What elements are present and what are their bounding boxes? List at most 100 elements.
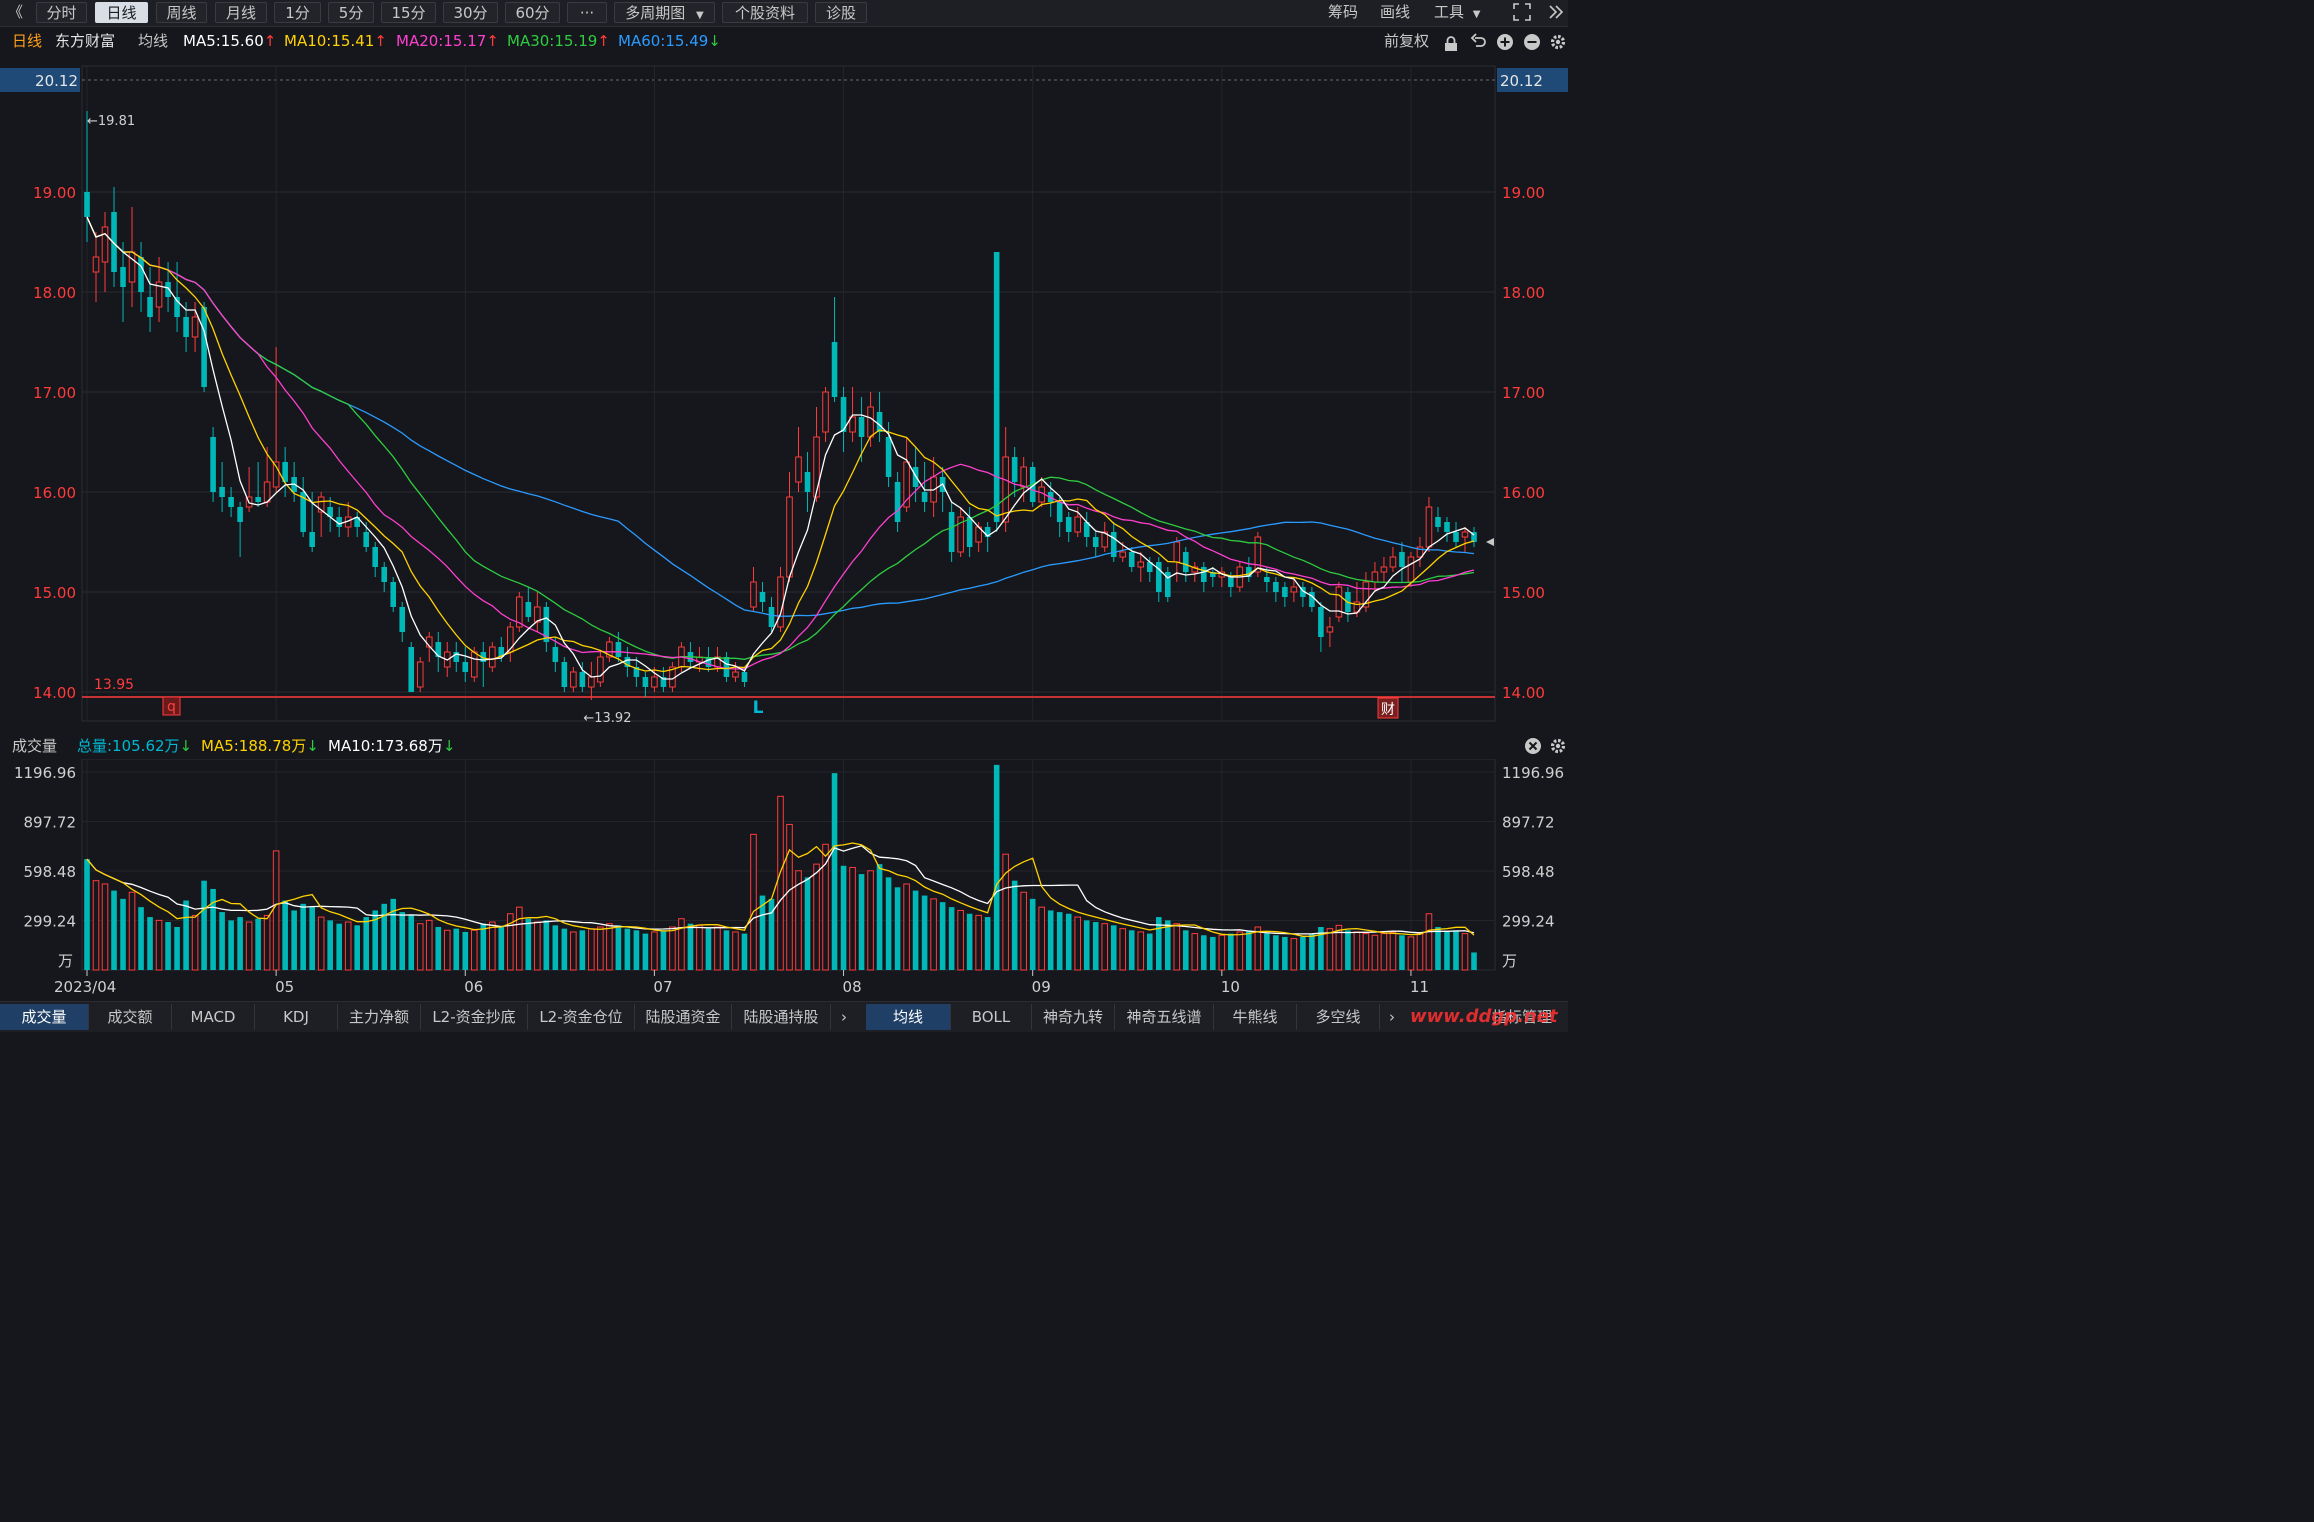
tab-scroll-right-icon[interactable]: ›: [841, 1008, 847, 1026]
volume-bar: [966, 913, 973, 970]
volume-bar: [1173, 923, 1181, 971]
volume-settings-gear-icon[interactable]: [1549, 737, 1567, 763]
period-tab-1min[interactable]: 1分: [274, 2, 321, 23]
ma-indicator-label[interactable]: 均线: [138, 32, 169, 50]
tab-long-short[interactable]: 多空线: [1297, 1004, 1380, 1030]
ma10-value: MA10:15.41↑: [284, 32, 387, 50]
close-icon[interactable]: [1524, 737, 1542, 763]
more-periods-button[interactable]: ···: [567, 2, 607, 23]
volume-bar: [1210, 936, 1216, 970]
settings-gear-icon[interactable]: [1549, 32, 1567, 60]
volume-bar: [228, 920, 234, 970]
tab-kdj[interactable]: KDJ: [255, 1004, 338, 1030]
period-tab-monthly[interactable]: 月线: [215, 2, 267, 23]
tab-l2-position[interactable]: L2-资金仓位: [528, 1004, 635, 1030]
tab-turnover[interactable]: 成交额: [89, 1004, 172, 1030]
tab-hk-connect-holdings[interactable]: 陆股通持股: [732, 1004, 831, 1030]
volume-bar: [480, 923, 487, 970]
lock-icon[interactable]: [1444, 33, 1458, 61]
chips-button[interactable]: 筹码: [1328, 3, 1359, 21]
volume-bar: [1191, 933, 1199, 971]
volume-bar: [1371, 934, 1379, 971]
tab-volume[interactable]: 成交量: [0, 1004, 89, 1030]
arrow-down-icon: ↓: [179, 737, 193, 755]
volume-axis-label-left: 897.72: [24, 814, 77, 832]
volume-bar: [813, 863, 820, 971]
x-axis-label: 07: [653, 978, 672, 996]
candle-body: [1380, 566, 1388, 573]
price-axis-label-right: 16.00: [1502, 484, 1545, 502]
tab-magic-five[interactable]: 神奇五线谱: [1115, 1004, 1214, 1030]
undo-icon[interactable]: [1470, 32, 1488, 60]
volume-bar: [525, 918, 532, 970]
fast-forward-icon[interactable]: [1546, 2, 1566, 23]
candle-body: [363, 532, 369, 547]
period-tab-5min[interactable]: 5分: [328, 2, 374, 23]
volume-bar: [201, 880, 207, 970]
period-tab-daily[interactable]: 日线: [95, 2, 148, 23]
tab-ma[interactable]: 均线: [866, 1004, 951, 1030]
volume-bar: [390, 898, 397, 970]
volume-bar: [984, 917, 991, 970]
volume-bar: [975, 914, 982, 971]
indicator-manage-button[interactable]: 指标管理: [1491, 1008, 1552, 1026]
multi-period-dropdown[interactable]: 多周期图 ▼: [614, 2, 715, 23]
draw-line-button[interactable]: 画线: [1380, 3, 1411, 21]
volume-bar: [470, 929, 478, 971]
tab-boll[interactable]: BOLL: [951, 1004, 1032, 1030]
price-chart[interactable]: 20.12 20.12 19.00 19.00 18.00 18.00 17.00 17.00…: [0, 56, 1568, 730]
support-line-label: 13.95: [94, 677, 134, 693]
volume-bar: [317, 916, 325, 971]
candle-body: [174, 297, 180, 317]
tab-bull-bear[interactable]: 牛熊线: [1214, 1004, 1297, 1030]
adjust-mode[interactable]: 前复权: [1384, 32, 1430, 50]
tab-magic-nine[interactable]: 神奇九转: [1032, 1004, 1115, 1030]
volume-bar: [1101, 923, 1109, 971]
tab-scroll-right-icon-2[interactable]: ›: [1389, 1008, 1395, 1026]
tab-l2-bottom[interactable]: L2-资金抄底: [421, 1004, 528, 1030]
stock-info-button[interactable]: 个股资料: [722, 2, 808, 23]
volume-bar: [443, 929, 451, 971]
candle-body: [561, 662, 568, 687]
diagnose-button[interactable]: 诊股: [815, 2, 867, 23]
tab-main-net[interactable]: 主力净额: [338, 1004, 421, 1030]
tab-hk-connect-funds[interactable]: 陆股通资金: [635, 1004, 732, 1030]
volume-axis-label-right: 897.72: [1502, 814, 1555, 832]
zoom-out-icon[interactable]: [1523, 32, 1541, 60]
candle-body: [1011, 457, 1018, 482]
period-tab-fenshi[interactable]: 分时: [36, 2, 87, 23]
volume-bar: [1146, 933, 1153, 970]
volume-title[interactable]: 成交量: [12, 737, 58, 755]
tools-dropdown[interactable]: 工具 ▼: [1434, 2, 1481, 23]
price-axis-label-right: 19.00: [1502, 184, 1545, 202]
price-axis-label-left: 14.00: [33, 684, 76, 702]
chevron-down-icon: ▼: [696, 10, 704, 21]
ma30-value: MA30:15.19↑: [507, 32, 610, 50]
price-axis-label-right: 20.12: [1500, 72, 1543, 90]
tab-macd[interactable]: MACD: [172, 1004, 255, 1030]
volume-bar: [1002, 853, 1009, 971]
zoom-in-icon[interactable]: [1496, 32, 1514, 60]
chevron-down-icon: ▼: [1472, 9, 1481, 20]
candle-body: [147, 297, 153, 317]
candle-body: [111, 212, 117, 272]
period-tab-30min[interactable]: 30分: [443, 2, 498, 23]
candle-body: [255, 497, 261, 502]
volume-bar: [128, 891, 136, 971]
candle-body: [849, 416, 856, 433]
nav-back-icon[interactable]: 《: [8, 3, 24, 21]
volume-chart[interactable]: 1196.96 1196.96 897.72 897.72 598.48 598.48 29…: [0, 759, 1568, 1001]
candle-body: [92, 256, 100, 273]
candle-body: [615, 642, 622, 657]
period-tab-weekly[interactable]: 周线: [156, 2, 207, 23]
period-tab-15min[interactable]: 15分: [381, 2, 436, 23]
volume-bar: [795, 870, 802, 971]
stock-name[interactable]: 东方财富: [55, 32, 116, 50]
volume-bar: [1353, 931, 1361, 971]
candle-body: [1101, 531, 1109, 548]
volume-ma10-line: [86, 845, 1475, 935]
expand-icon[interactable]: [1511, 1, 1533, 22]
candle-body: [1471, 532, 1477, 542]
volume-axis-label-left: 598.48: [24, 863, 77, 881]
period-tab-60min[interactable]: 60分: [505, 2, 560, 23]
